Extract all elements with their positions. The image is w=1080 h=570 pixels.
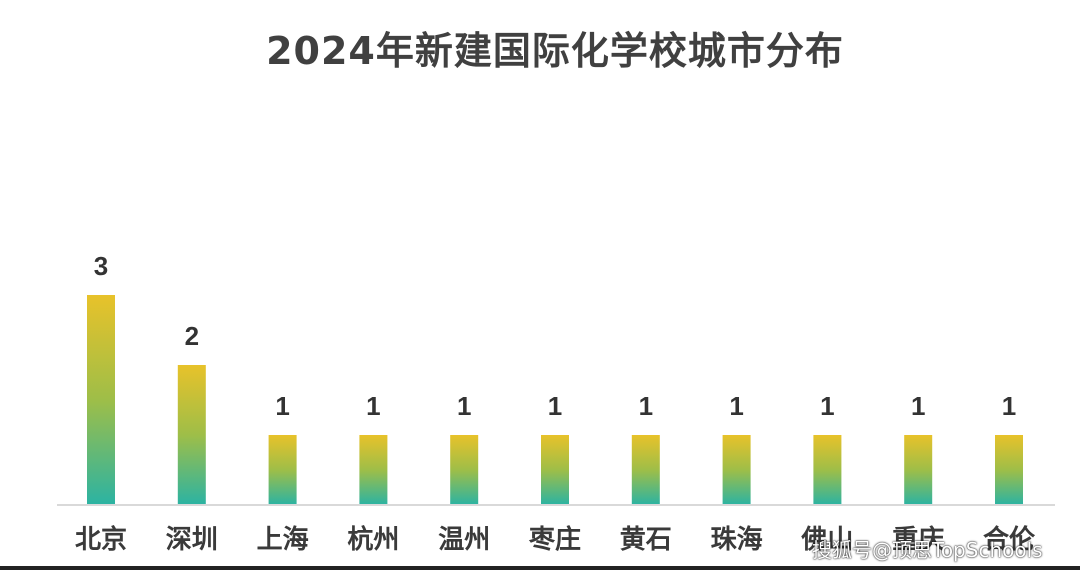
category-label-5: 枣庄	[528, 524, 581, 555]
watermark: 搜狐号@顶思TopSchools	[812, 538, 1043, 562]
data-label-7: 1	[729, 391, 743, 421]
data-label-3: 1	[366, 391, 380, 421]
data-label-10: 1	[1002, 391, 1016, 421]
bottom-edge	[0, 566, 1080, 570]
bar-0	[87, 295, 115, 505]
bar-4	[450, 435, 479, 505]
category-label-4: 温州	[438, 525, 490, 555]
data-label-5: 1	[548, 391, 562, 421]
bars-layer	[87, 295, 1023, 505]
bar-6	[631, 435, 660, 505]
bar-3	[359, 435, 388, 505]
data-label-2: 1	[275, 391, 289, 421]
category-label-0: 北京	[75, 524, 127, 555]
category-label-7: 珠海	[711, 525, 763, 555]
data-label-4: 1	[457, 391, 471, 421]
bar-8	[813, 435, 842, 505]
bar-10	[995, 435, 1023, 505]
data-label-9: 1	[911, 391, 925, 421]
bar-2	[268, 435, 297, 505]
data-label-1: 2	[185, 321, 199, 351]
bar-9	[904, 435, 933, 505]
category-label-10: 合伦	[983, 524, 1036, 555]
category-label-2: 上海	[257, 525, 309, 555]
category-label-3: 杭州	[347, 524, 399, 555]
category-label-8: 佛山	[800, 525, 853, 555]
category-label-6: 黄石	[620, 525, 672, 555]
data-label-0: 3	[94, 251, 108, 281]
data-label-8: 1	[820, 391, 834, 421]
labels-layer: 3 北京 2 深圳 1 上海 1 杭州 1 温州 1 枣庄 1 黄石 1 珠海 1 佛山 1 重庆 1 合伦	[75, 251, 1036, 555]
bar-5	[541, 435, 569, 505]
chart-title: 2024年新建国际化学校城市分布	[266, 29, 844, 73]
category-label-9: 重庆	[892, 524, 944, 555]
bar-7	[722, 435, 751, 505]
category-label-1: 深圳	[166, 525, 218, 555]
data-label-6: 1	[639, 391, 653, 421]
bar-1	[177, 365, 206, 505]
